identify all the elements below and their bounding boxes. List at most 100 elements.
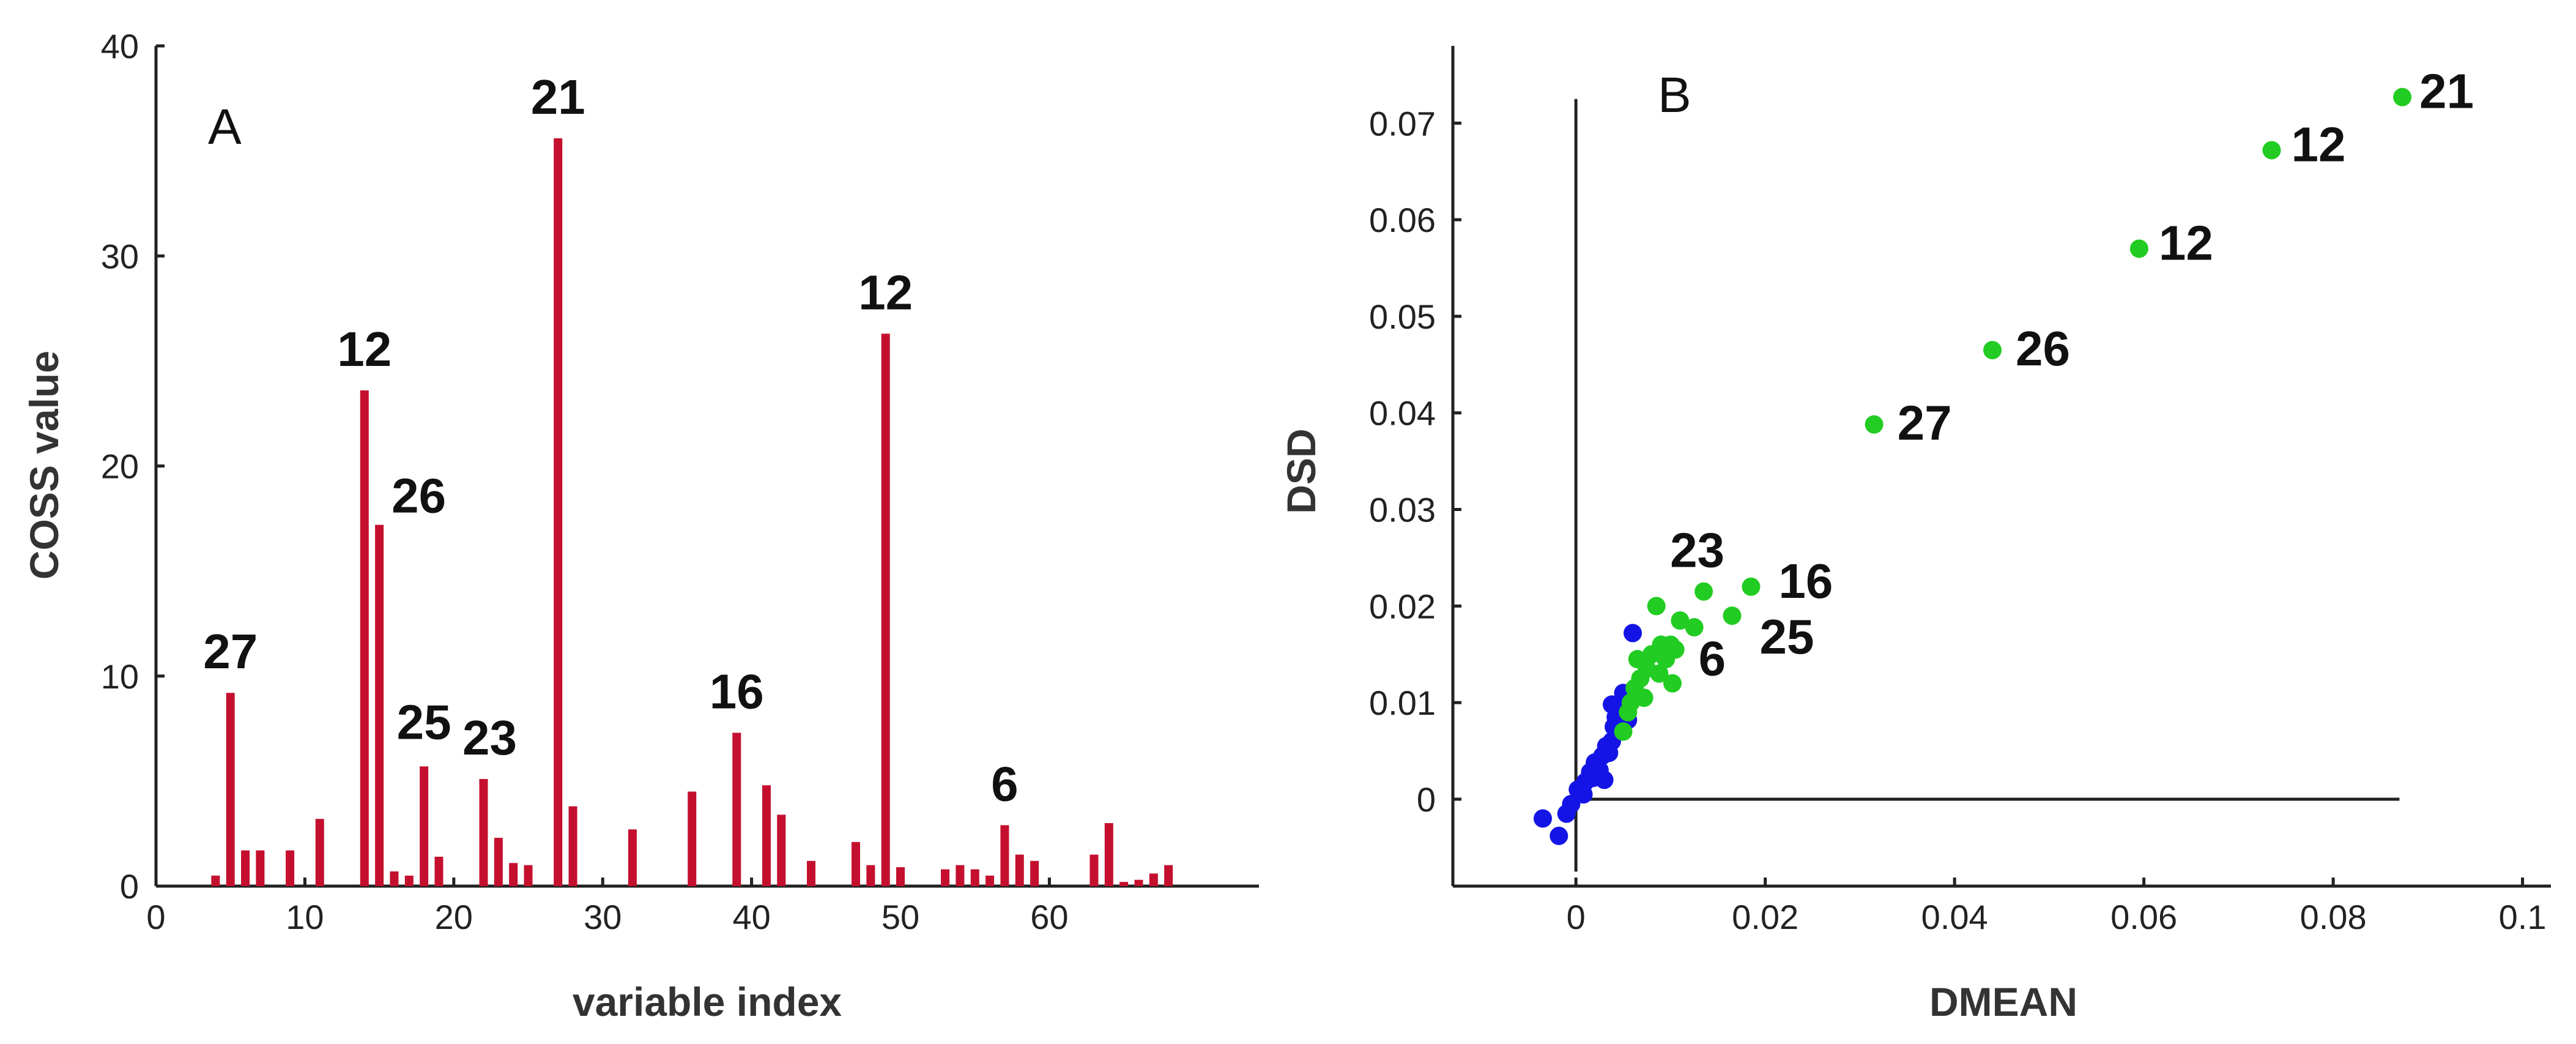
x-tick-label: 0.08 [2300, 898, 2367, 936]
green-point [1983, 341, 2002, 360]
green-point [1671, 611, 1690, 630]
blue-point [1595, 770, 1614, 789]
bar [390, 871, 399, 886]
bar [524, 865, 533, 886]
green-point [1647, 597, 1666, 616]
bar [896, 867, 905, 886]
y-tick-label: 0.06 [1369, 201, 1436, 239]
panel-a-bars [211, 138, 1173, 886]
bar [554, 138, 563, 886]
x-tick-label: 10 [286, 898, 324, 936]
bar [806, 860, 815, 886]
bar [1134, 879, 1143, 886]
bar-annotation: 16 [710, 664, 764, 718]
blue-point [1534, 809, 1553, 828]
bar [762, 785, 771, 886]
bar [1164, 865, 1173, 886]
bar [1104, 823, 1113, 886]
bar [1030, 860, 1039, 886]
bar-annotation: 23 [462, 710, 517, 765]
panel-b-y-ticks: 0 0.01 0.02 0.03 0.04 0.05 0.06 0.07 [1369, 104, 1461, 819]
green-point [1635, 688, 1654, 707]
y-tick-label: 30 [101, 237, 139, 275]
point-annotation: 27 [1898, 396, 1952, 450]
bar [315, 819, 324, 886]
x-tick-label: 0.1 [2499, 898, 2547, 936]
bar [970, 869, 979, 886]
bar [1119, 882, 1129, 886]
x-tick-label: 0.06 [2110, 898, 2177, 936]
y-tick-label: 0.07 [1369, 104, 1436, 143]
panel-b-x-axis-label: DMEAN [1929, 979, 2077, 1024]
bar-annotation: 27 [203, 624, 258, 679]
x-tick-label: 30 [584, 898, 622, 936]
y-tick-label: 0 [120, 867, 139, 906]
green-point [1666, 640, 1685, 659]
bar-annotation: 21 [531, 70, 585, 124]
panel-b-label: B [1658, 67, 1691, 123]
bar [375, 524, 384, 886]
point-annotation: 23 [1670, 523, 1724, 578]
bar-annotation: 26 [392, 469, 446, 523]
bar [1000, 825, 1009, 886]
x-tick-label: 0 [1567, 898, 1586, 936]
panel-a-x-axis-label: variable index [573, 979, 842, 1024]
x-tick-label: 0.02 [1732, 898, 1798, 936]
bar [985, 875, 995, 886]
point-annotation: 12 [2292, 117, 2346, 171]
point-annotation: 16 [1778, 554, 1833, 608]
bar [628, 829, 637, 886]
green-point [1742, 577, 1761, 596]
x-tick-label: 50 [882, 898, 919, 936]
green-point [1663, 674, 1682, 693]
point-annotation: 26 [2016, 321, 2070, 376]
bar [226, 693, 235, 886]
green-point [2129, 239, 2148, 258]
green-point [1650, 664, 1669, 683]
panel-a-annotations: 27 12 26 25 23 21 16 12 6 [203, 70, 1018, 811]
panel-a-label: A [208, 99, 242, 155]
x-tick-label: 40 [732, 898, 770, 936]
bar [420, 766, 429, 886]
bar [852, 841, 861, 886]
bar [688, 791, 697, 886]
bar [881, 334, 890, 886]
panel-a-bar-chart: 0 10 20 30 40 50 60 0 10 20 30 40 27 12 26 25 23 21 16 12… [21, 27, 1259, 1024]
green-point [2393, 88, 2412, 106]
bar [509, 863, 518, 886]
green-point [1865, 415, 1884, 434]
y-tick-label: 40 [101, 27, 139, 65]
green-point [2262, 141, 2281, 160]
x-tick-label: 0.04 [1921, 898, 1988, 936]
green-point [1723, 606, 1742, 625]
y-tick-label: 0 [1417, 780, 1436, 819]
bar [777, 815, 786, 886]
y-tick-label: 0.01 [1369, 684, 1436, 722]
bar [568, 806, 577, 886]
panel-b-y-axis-label: DSD [1279, 428, 1324, 513]
bar [494, 838, 503, 886]
bar [956, 865, 965, 886]
bar [211, 875, 220, 886]
bar [941, 869, 950, 886]
y-tick-label: 0.03 [1369, 491, 1436, 529]
point-annotation: 12 [2159, 215, 2213, 270]
bar-annotation: 25 [397, 695, 451, 749]
bar [256, 850, 265, 886]
bar [241, 850, 250, 886]
x-tick-label: 0 [146, 898, 165, 936]
bar [360, 390, 369, 886]
bar [479, 778, 488, 886]
green-point [1614, 722, 1633, 741]
bar [1089, 854, 1099, 886]
bar [404, 875, 414, 886]
y-tick-label: 10 [101, 657, 139, 696]
bar [1015, 854, 1024, 886]
x-tick-label: 60 [1030, 898, 1068, 936]
x-tick-label: 20 [435, 898, 473, 936]
y-tick-label: 0.02 [1369, 587, 1436, 625]
bar [286, 850, 295, 886]
panel-b-reference-lines [1574, 99, 2400, 872]
panel-b-x-ticks: 0 0.02 0.04 0.06 0.08 0.1 [1567, 878, 2547, 936]
